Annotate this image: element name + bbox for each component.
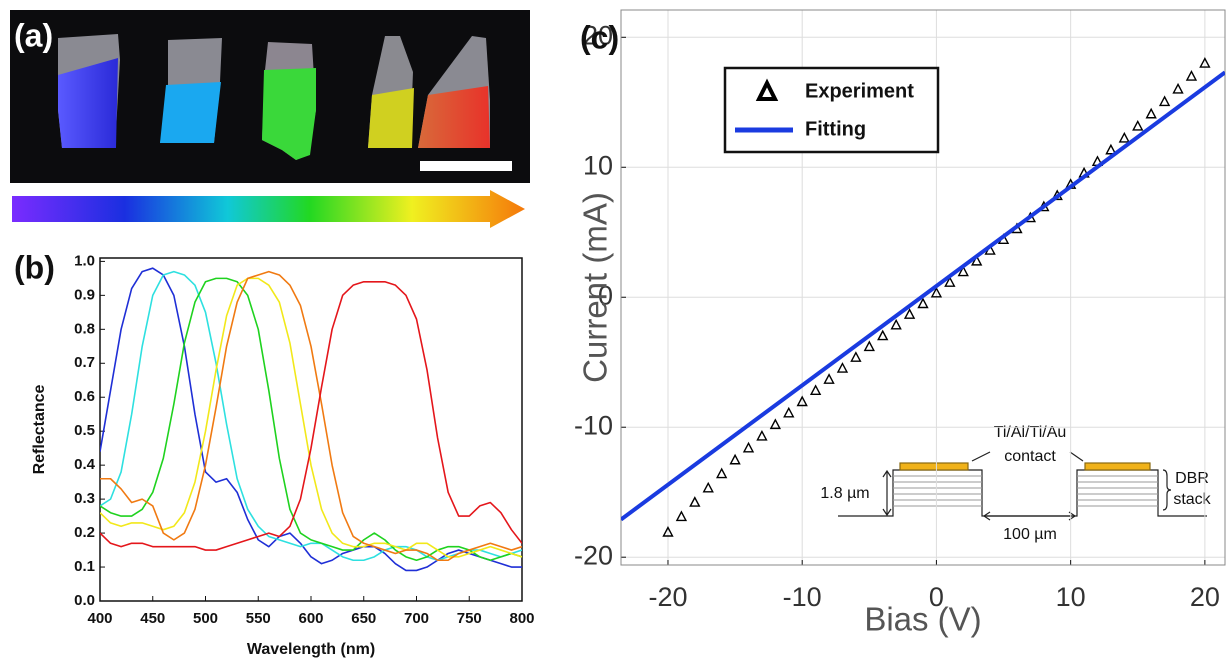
y-tick-label: 0.6 (74, 388, 95, 405)
x-tick-label: -20 (648, 582, 687, 612)
data-point (890, 318, 902, 330)
data-point (957, 265, 969, 277)
y-tick-label: 1.0 (74, 252, 95, 269)
y-tick-label: 0 (598, 280, 613, 310)
data-point (836, 362, 849, 373)
data-point (903, 308, 916, 319)
data-point (1185, 70, 1198, 81)
legend-box (723, 66, 940, 154)
y-tick-label: 0.1 (74, 558, 95, 575)
data-point (689, 496, 701, 507)
x-axis-label: Bias (V) (864, 601, 981, 638)
series-line (621, 70, 1225, 522)
y-axis-label: Current (mA) (577, 192, 614, 383)
legend-label: Fitting (805, 118, 866, 140)
series-line (100, 270, 522, 562)
data-point (1105, 143, 1117, 155)
series-line (100, 277, 522, 562)
panel-label: (c) (580, 19, 619, 55)
data-point (850, 351, 862, 362)
y-tick-label: 0.3 (74, 490, 95, 507)
data-point (823, 373, 835, 384)
data-point (756, 429, 768, 441)
x-tick-label: 20 (1190, 582, 1220, 612)
data-point (662, 526, 674, 537)
data-point (675, 510, 688, 522)
legend-label: Experiment (805, 80, 914, 102)
x-tick-label: 10 (1056, 582, 1086, 612)
data-point (809, 384, 822, 396)
x-tick-label: 700 (404, 610, 429, 627)
x-tick-label: 500 (193, 610, 218, 627)
data-point (863, 340, 875, 352)
x-tick-label: 450 (140, 610, 165, 627)
plot-frame (99, 257, 523, 602)
device-inset (838, 451, 1207, 521)
data-point (930, 286, 943, 298)
y-tick-label: 0.4 (74, 456, 96, 473)
inset-label: stack (1173, 491, 1211, 508)
data-point (1132, 119, 1144, 131)
plot-frame (620, 9, 1226, 566)
data-point (716, 467, 728, 479)
x-tick-label: 400 (87, 610, 112, 627)
data-point (783, 406, 795, 418)
y-tick-label: 0.7 (74, 354, 95, 371)
spectrum-arrow (12, 190, 525, 228)
series-line (100, 267, 522, 572)
data-point (1172, 82, 1184, 94)
x-tick-label: 800 (509, 610, 534, 627)
data-point (729, 453, 741, 465)
series-line (100, 277, 522, 558)
y-axis-label: Reflectance (31, 384, 48, 474)
x-tick-label: 550 (246, 610, 271, 627)
data-point (877, 329, 889, 341)
data-point (1158, 95, 1171, 107)
x-axis-label: Wavelength (nm) (247, 641, 375, 658)
inset-label: 100 µm (1003, 526, 1057, 543)
data-point (917, 297, 929, 309)
x-tick-label: 600 (298, 610, 323, 627)
inset-label: 1.8 µm (820, 485, 869, 502)
y-tick-label: 0.9 (74, 286, 95, 303)
photo (10, 10, 530, 183)
y-tick-label: 10 (583, 150, 613, 180)
legend-marker (755, 78, 779, 101)
data-point (796, 395, 808, 407)
series-line (100, 280, 522, 551)
inset-label: Ti/Al/Ti/Au (994, 424, 1067, 441)
x-tick-label: 750 (457, 610, 482, 627)
inset-label: DBR (1175, 470, 1209, 487)
y-tick-label: 0.2 (74, 524, 95, 541)
data-point (1199, 57, 1211, 68)
inset-label: contact (1004, 448, 1056, 465)
y-tick-label: 0.5 (74, 422, 95, 439)
series-line (100, 270, 522, 562)
y-tick-label: 0.0 (74, 592, 95, 609)
panel-label: (b) (14, 249, 55, 285)
data-point (1145, 107, 1157, 119)
x-tick-label: -10 (783, 582, 822, 612)
data-point (702, 481, 714, 493)
y-tick-label: 0.8 (74, 320, 95, 337)
data-point (971, 254, 983, 266)
y-tick-label: 20 (583, 20, 613, 50)
x-tick-label: 650 (351, 610, 376, 627)
x-tick-label: 0 (929, 582, 944, 612)
panel-label: (a) (14, 17, 53, 53)
data-point (742, 441, 755, 453)
data-point (1118, 131, 1130, 143)
y-tick-label: -20 (574, 540, 613, 570)
data-point (944, 276, 956, 287)
data-point (769, 418, 782, 430)
y-tick-label: -10 (574, 410, 613, 440)
